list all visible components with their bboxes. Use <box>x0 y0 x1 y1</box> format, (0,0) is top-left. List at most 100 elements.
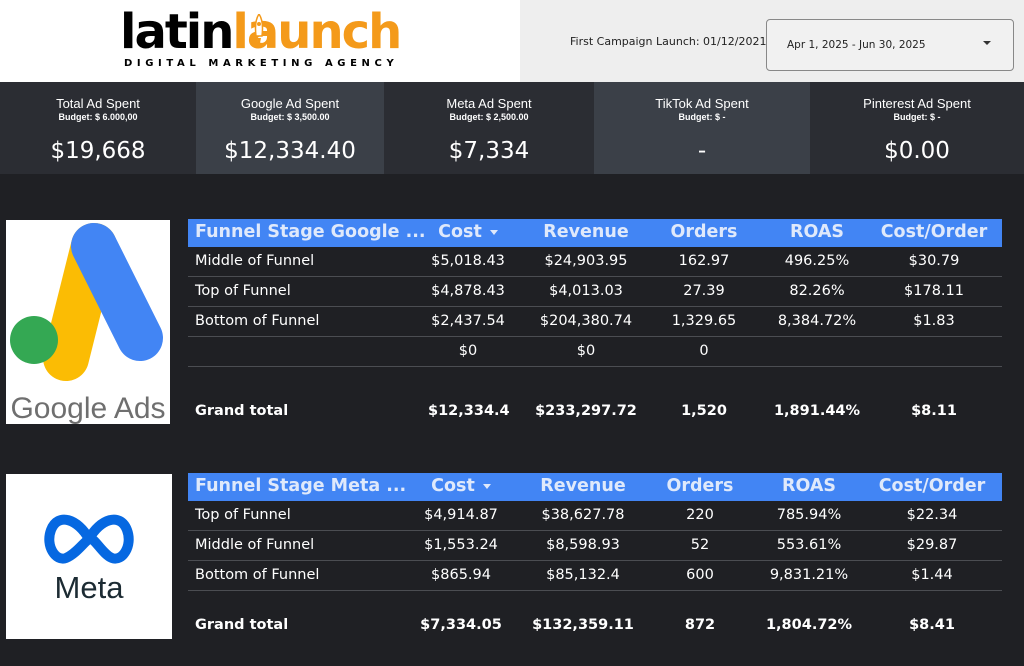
cell-cost: $7,334.05 <box>420 617 502 633</box>
sort-desc-icon[interactable] <box>489 229 498 235</box>
col-header-cost[interactable]: Cost <box>416 476 506 496</box>
cell-roas: 9,831.21% <box>769 567 849 583</box>
kpi-meta-ad-spent: Meta Ad Spent Budget: $ 2,500.00 $7,334 <box>384 82 594 174</box>
logo-tagline: DIGITAL MARKETING AGENCY <box>124 58 399 69</box>
cell-cost-per-order: $22.34 <box>906 507 958 523</box>
meta-logo-text: Meta <box>55 570 125 605</box>
kpi-value: $12,334.40 <box>224 138 356 164</box>
kpi-pinterest-ad-spent: Pinterest Ad Spent Budget: $ - $0.00 <box>810 82 1024 174</box>
cell-cost-per-order: $178.11 <box>904 283 964 299</box>
cell-revenue: $24,903.95 <box>544 253 628 269</box>
col-header-revenue[interactable]: Revenue <box>543 222 629 242</box>
cell-cost-per-order: $1.83 <box>913 313 955 329</box>
cell-cost-per-order: $30.79 <box>908 253 960 269</box>
cell-roas: 553.61% <box>776 537 842 553</box>
google-ads-logo: Google Ads <box>6 220 170 425</box>
cell-funnel-stage: Top of Funnel <box>195 283 291 299</box>
cell-funnel-stage: Middle of Funnel <box>195 537 315 553</box>
cell-orders: 1,329.65 <box>671 313 737 329</box>
meta-infinity-icon: Meta <box>44 514 134 605</box>
cell-cost: $0 <box>458 343 478 359</box>
col-header-orders[interactable]: Orders <box>670 222 738 242</box>
cell-orders: 27.39 <box>683 283 725 299</box>
kpi-value: $0.00 <box>884 138 950 164</box>
google-ads-icon: Google Ads <box>10 223 166 425</box>
table-header: Funnel Stage Meta ... Cost Revenue Order… <box>188 473 1002 501</box>
cell-cost: $865.94 <box>431 567 491 583</box>
cell-orders: 52 <box>690 537 710 553</box>
table-row: Middle of Funnel $1,553.24 $8,598.93 52 … <box>188 531 1002 561</box>
table-row: Bottom of Funnel $2,437.54 $204,380.74 1… <box>188 307 1002 337</box>
cell-revenue: $38,627.78 <box>541 507 625 523</box>
meta-logo: Meta <box>6 474 172 639</box>
cell-cost: $12,334.4 <box>428 403 510 419</box>
cell-roas: 785.94% <box>776 507 842 523</box>
kpi-title: Google Ad Spent <box>240 96 340 111</box>
kpi-title: Pinterest Ad Spent <box>863 96 971 111</box>
cell-cost: $1,553.24 <box>424 537 498 553</box>
sort-desc-icon[interactable] <box>482 483 491 489</box>
kpi-value: $7,334 <box>448 138 530 164</box>
cell-roas: 496.25% <box>784 253 850 269</box>
chevron-down-icon[interactable] <box>983 41 991 45</box>
kpi-tiktok-ad-spent: TikTok Ad Spent Budget: $ - - <box>594 82 810 174</box>
col-header-funnel-stage[interactable]: Funnel Stage Meta ... <box>195 476 407 496</box>
date-range-picker[interactable]: Apr 1, 2025 - Jun 30, 2025 <box>766 19 1014 71</box>
cell-revenue: $85,132.4 <box>546 567 620 583</box>
table-row: Top of Funnel $4,914.87 $38,627.78 220 7… <box>188 501 1002 531</box>
kpi-google-ad-spent: Google Ad Spent Budget: $ 3,500.00 $12,3… <box>196 82 384 174</box>
cell-cost-per-order: $1.44 <box>911 567 953 583</box>
cell-revenue: $4,013.03 <box>549 283 623 299</box>
date-range-value: Apr 1, 2025 - Jun 30, 2025 <box>787 39 926 51</box>
kpi-value: $19,668 <box>50 138 146 164</box>
cell-revenue: $8,598.93 <box>546 537 620 553</box>
kpi-budget: Budget: $ 2,500.00 <box>449 112 529 122</box>
cell-cost: $2,437.54 <box>431 313 505 329</box>
cell-orders: 162.97 <box>678 253 730 269</box>
first-campaign-launch: First Campaign Launch: 01/12/2021 <box>570 35 767 48</box>
cell-cost-per-order: $8.11 <box>911 403 957 419</box>
kpi-title: Total Ad Spent <box>56 96 140 111</box>
kpi-budget: Budget: $ 3,500.00 <box>250 112 330 122</box>
cell-funnel-stage: Grand total <box>195 617 289 633</box>
cell-roas: 1,891.44% <box>773 403 861 419</box>
col-header-roas[interactable]: ROAS <box>789 222 845 242</box>
cell-roas: 82.26% <box>789 283 845 299</box>
kpi-title: Meta Ad Spent <box>446 96 532 111</box>
kpi-value: - <box>697 138 707 164</box>
google-ads-logo-text: Google Ads <box>10 392 165 424</box>
cell-funnel-stage: Grand total <box>195 403 289 419</box>
col-header-cost-per-order[interactable]: Cost/Order <box>880 222 988 242</box>
col-header-cost[interactable]: Cost <box>428 222 508 242</box>
cell-orders: 872 <box>684 617 716 633</box>
table-row: Middle of Funnel $5,018.43 $24,903.95 16… <box>188 247 1002 277</box>
cell-orders: 600 <box>686 567 714 583</box>
cell-orders: 0 <box>699 343 709 359</box>
cell-funnel-stage: Top of Funnel <box>195 507 291 523</box>
kpi-budget: Budget: $ 6.000,00 <box>58 112 138 122</box>
cell-funnel-stage: Bottom of Funnel <box>195 567 320 583</box>
kpi-title: TikTok Ad Spent <box>655 96 749 111</box>
col-header-orders[interactable]: Orders <box>666 476 734 496</box>
cell-revenue: $204,380.74 <box>539 313 633 329</box>
cell-orders: 220 <box>686 507 714 523</box>
cell-funnel-stage: Bottom of Funnel <box>195 313 320 329</box>
cell-cost: $4,878.43 <box>431 283 505 299</box>
col-header-cost-per-order[interactable]: Cost/Order <box>878 476 986 496</box>
cell-funnel-stage: Middle of Funnel <box>195 253 315 269</box>
table-header: Funnel Stage Google ... Cost Revenue Ord… <box>188 219 1002 247</box>
cell-revenue: $132,359.11 <box>532 617 634 633</box>
report-header: latinlaunch DIGITAL MARKETING AGENCY Fir… <box>0 0 1024 82</box>
cell-roas: 8,384.72% <box>777 313 857 329</box>
table-row: Top of Funnel $4,878.43 $4,013.03 27.39 … <box>188 277 1002 307</box>
col-header-funnel-stage[interactable]: Funnel Stage Google ... <box>195 222 426 242</box>
kpi-budget: Budget: $ - <box>678 112 726 122</box>
cell-revenue: $233,297.72 <box>535 403 637 419</box>
grand-total-row: Grand total $12,334.4 $233,297.72 1,520 … <box>188 397 1002 427</box>
logo-wordmark: latinlaunch <box>120 4 402 60</box>
cell-orders: 1,520 <box>681 403 727 419</box>
col-header-revenue[interactable]: Revenue <box>540 476 626 496</box>
table-row: Bottom of Funnel $865.94 $85,132.4 600 9… <box>188 561 1002 591</box>
col-header-roas[interactable]: ROAS <box>781 476 837 496</box>
brand-logo: latinlaunch DIGITAL MARKETING AGENCY <box>0 0 520 82</box>
